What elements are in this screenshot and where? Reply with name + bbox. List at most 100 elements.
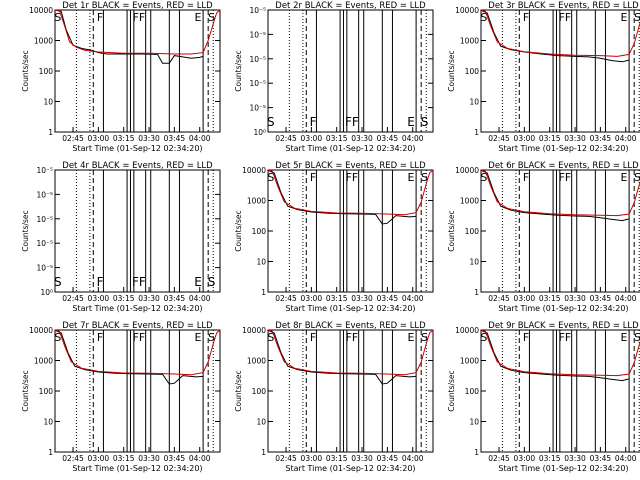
y-tick-label: 1000 [34,357,53,366]
x-tick-label: 02:45 [62,294,84,303]
y-tick-label: 1000 [247,197,266,206]
x-tick-label: 03:00 [301,134,323,143]
x-tick-label: 04:00 [189,454,211,463]
marker-label: S [208,331,215,344]
x-tick-label: 04:00 [402,294,424,303]
x-tick-label: 02:45 [275,294,297,303]
series-events-line [480,329,630,382]
marker-label: FF [559,171,572,184]
x-tick-label: 03:15 [539,294,561,303]
y-tick-label: 10 [469,418,479,427]
marker-label: F [523,11,529,24]
x-axis-label: Start Time (01-Sep-12 02:34:20) [498,304,628,313]
x-tick-label: 02:45 [62,454,84,463]
marker-label: S [54,275,62,289]
y-tick-label: 1 [474,448,479,457]
series-lld-line [480,329,640,377]
y-tick-label: 10 [256,418,266,427]
chart-title: Det 3r BLACK = Events, RED = LLD [488,1,639,11]
x-tick-label: 03:00 [514,294,536,303]
marker-label: E [408,331,415,344]
x-tick-label: 03:00 [88,294,110,303]
y-tick-label: 10000 [242,326,266,335]
x-tick-label: 03:00 [88,134,110,143]
plot-frame [54,169,221,293]
marker-label: FF [133,11,146,24]
y-axis-label: Counts/sec [234,370,243,411]
y-tick-label: 1 [261,288,266,297]
y-axis-label: Counts/sec [234,50,243,91]
x-tick-label: 02:45 [62,134,84,143]
x-axis-label: Start Time (01-Sep-12 02:34:20) [72,464,202,473]
y-tick-label: 1 [48,448,53,457]
x-tick-label: 04:00 [402,134,424,143]
y-tick-label: 10000 [242,166,266,175]
x-tick-label: 03:15 [113,454,135,463]
x-tick-label: 03:45 [377,454,399,463]
marker-label: S [634,331,640,344]
marker-label: S [54,331,61,344]
y-tick-label: 100 [465,227,480,236]
y-tick-label: 100 [465,67,480,76]
chart-panel-7: Det 7r BLACK = Events, RED = LLD 1 10 100 10… [21,321,221,473]
y-tick-label: 10⁻⁵ [36,190,53,199]
x-tick-label: 03:00 [514,134,536,143]
x-axis-label: Start Time (01-Sep-12 02:34:20) [285,144,415,153]
x-tick-label: 03:45 [377,294,399,303]
y-tick-label: 10000 [29,326,53,335]
plot-frame [54,329,221,453]
marker-label: FF [559,11,572,24]
x-tick-label: 02:45 [488,454,510,463]
x-tick-label: 03:45 [590,134,612,143]
y-axis-label: Counts/sec [447,50,456,91]
y-tick-label: 10000 [455,6,479,15]
marker-label: E [621,331,628,344]
marker-label: S [267,115,275,129]
x-tick-label: 03:30 [564,454,586,463]
plot-frame [54,9,221,133]
x-axis-label: Start Time (01-Sep-12 02:34:20) [285,464,415,473]
y-tick-label: 1000 [460,197,479,206]
series-lld-line [480,9,640,57]
x-tick-label: 03:30 [351,454,373,463]
y-axis-label: Counts/sec [21,50,30,91]
chart-title: Det 6r BLACK = Events, RED = LLD [488,161,639,171]
chart-panel-1: Det 1r BLACK = Events, RED = LLD 1 10 100 10… [21,1,221,153]
marker-label: S [421,115,429,129]
marker-label: S [267,171,274,184]
y-tick-label: 100 [39,67,54,76]
x-axis-label: Start Time (01-Sep-12 02:34:20) [72,144,202,153]
x-tick-label: 03:00 [514,454,536,463]
y-tick-label: 10⁻⁵ [249,6,266,15]
y-tick-label: 10 [43,98,53,107]
x-tick-label: 03:30 [138,134,160,143]
marker-label: S [54,11,61,24]
marker-label: S [267,331,274,344]
chart-panel-4: Det 4r BLACK = Events, RED = LLD 10⁰ 10⁻⁵ 1… [21,161,221,313]
marker-label: S [480,11,487,24]
y-tick-label: 10⁻⁵ [249,79,266,88]
series-events-line [54,329,204,385]
marker-label: F [310,331,316,344]
marker-label: E [621,171,628,184]
y-tick-label: 10⁻⁵ [249,30,266,39]
marker-label: FF [345,115,359,129]
x-tick-label: 03:45 [590,294,612,303]
marker-label: F [97,275,104,289]
marker-label: F [310,171,316,184]
chart-panel-3: Det 3r BLACK = Events, RED = LLD 1 10 100 10… [447,1,640,153]
y-axis-label: Counts/sec [447,370,456,411]
series-lld-line [267,169,434,216]
marker-label: S [480,331,487,344]
y-tick-label: 10⁰ [40,288,53,297]
marker-label: S [634,11,640,24]
chart-panel-6: Det 6r BLACK = Events, RED = LLD 1 10 100 10… [447,161,640,313]
marker-label: F [523,171,529,184]
series-lld-line [480,169,640,217]
marker-label: FF [559,331,572,344]
marker-label: F [97,331,103,344]
marker-label: S [208,275,216,289]
marker-label: S [421,171,428,184]
y-tick-label: 10⁰ [253,128,266,137]
marker-label: E [194,275,202,289]
